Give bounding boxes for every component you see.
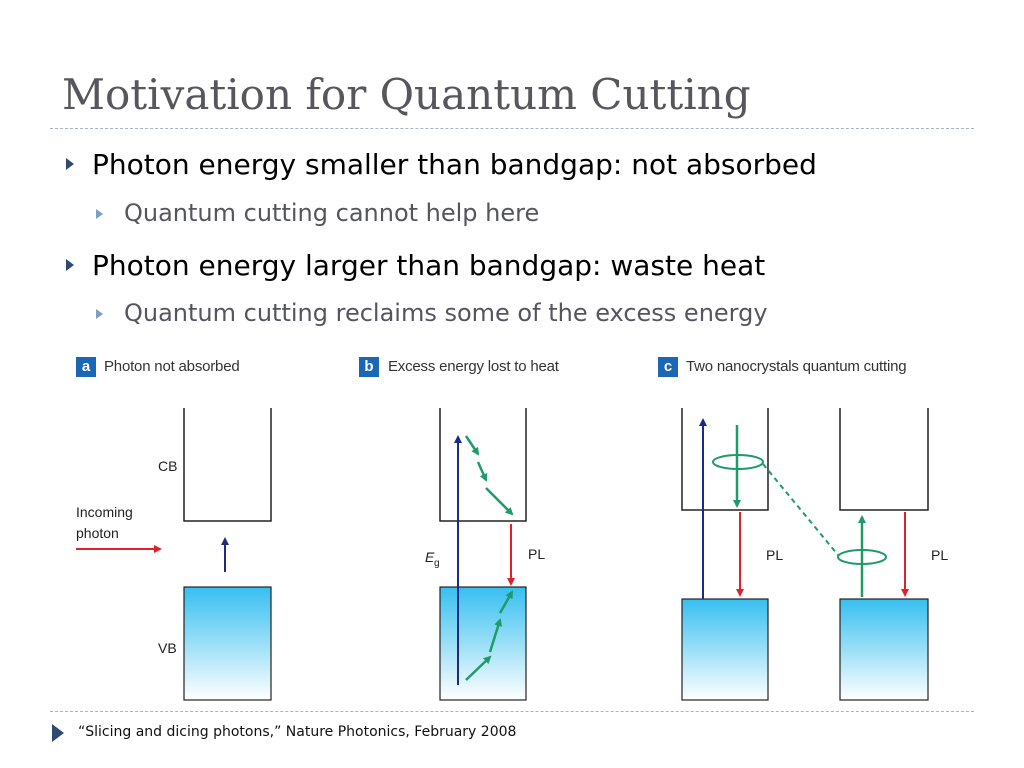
panel-c-badge: c: [658, 357, 678, 377]
thermalization-arrow: [488, 618, 503, 653]
bullet-item: Photon energy smaller than bandgap: not …: [92, 148, 817, 181]
valence-band: [183, 586, 272, 701]
footer-divider: [50, 711, 974, 712]
cb-label: CB: [158, 458, 177, 474]
panel-a-diagram: [76, 408, 272, 701]
bullet-marker-icon: [66, 259, 74, 271]
sub-bullet-marker-icon: [96, 309, 103, 319]
pl-label: PL: [931, 547, 948, 563]
thermalization-arrow: [465, 655, 492, 681]
pl-label: PL: [528, 546, 545, 562]
vb-label: VB: [158, 640, 177, 656]
bullet-marker-icon: [66, 158, 74, 170]
panel-a-title: Photon not absorbed: [104, 358, 240, 375]
panel-b-badge: b: [359, 357, 379, 377]
panel-c-title: Two nanocrystals quantum cutting: [686, 358, 907, 375]
panel-b-title: Excess energy lost to heat: [388, 358, 559, 375]
incoming-photon-label: photon: [76, 525, 119, 541]
energy-transfer-loop-icon: [837, 549, 887, 565]
incoming-photon-label: Incoming: [76, 504, 133, 520]
pl-label: PL: [766, 547, 783, 563]
thermalization-arrow: [464, 435, 480, 456]
conduction-band: [681, 408, 769, 511]
valence-band: [839, 598, 929, 701]
thermalization-arrow: [476, 461, 488, 482]
valence-band: [681, 598, 769, 701]
valence-band: [439, 586, 527, 701]
thermalization-arrow: [485, 487, 514, 516]
panel-b-diagram: [439, 408, 527, 701]
panel-c-diagram: [681, 408, 929, 701]
citation: “Slicing and dicing photons,” Nature Pho…: [78, 724, 517, 740]
eg-label: E: [425, 549, 435, 565]
title-divider: [50, 128, 974, 129]
sub-bullet-item: Quantum cutting cannot help here: [124, 199, 540, 227]
energy-transfer-dashed-line: [762, 463, 839, 556]
bullet-item: Photon energy larger than bandgap: waste…: [92, 249, 766, 282]
sub-bullet-item: Quantum cutting reclaims some of the exc…: [124, 299, 768, 327]
eg-subscript: g: [434, 558, 440, 569]
conduction-band: [183, 408, 272, 522]
energy-transfer-loop-icon: [712, 454, 764, 470]
conduction-band: [839, 408, 929, 511]
footer-marker-icon: [52, 724, 64, 742]
thermalization-arrow: [498, 590, 514, 614]
conduction-band: [439, 408, 527, 522]
sub-bullet-marker-icon: [96, 209, 103, 219]
panel-a-badge: a: [76, 357, 96, 377]
slide-title: Motivation for Quantum Cutting: [62, 70, 751, 119]
